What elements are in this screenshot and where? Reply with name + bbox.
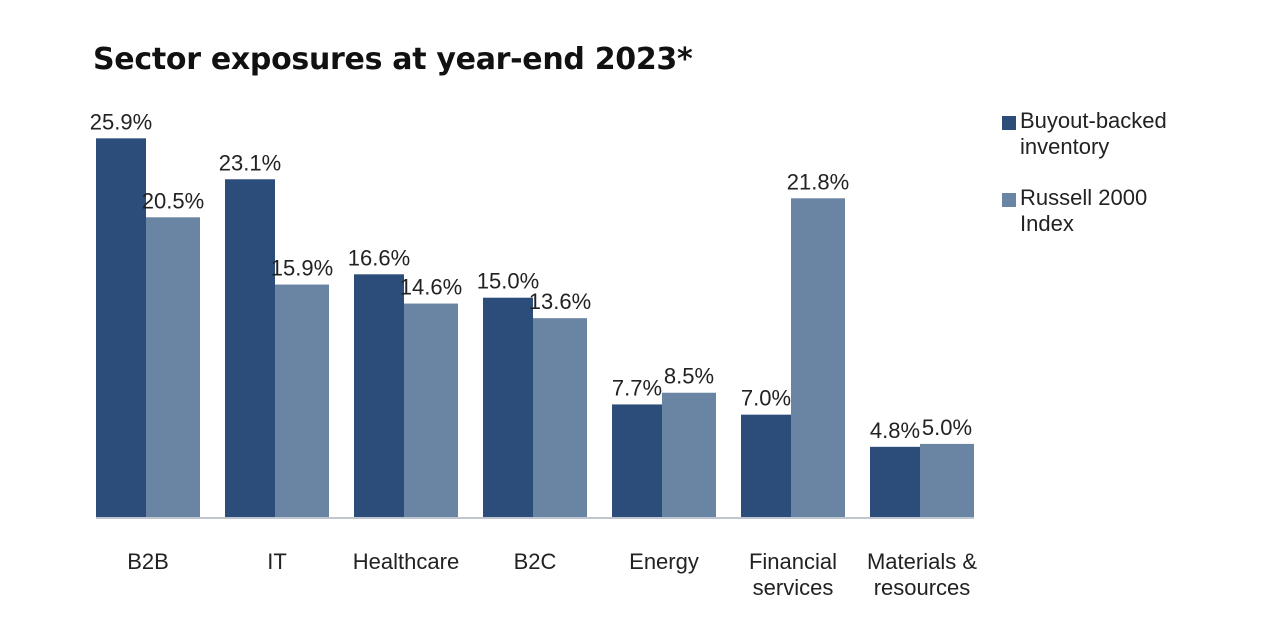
bar-buyout-4 [612,404,662,517]
legend-label-buyout-line0: Buyout-backed [1020,108,1167,133]
bar-russell-5 [791,198,845,517]
bar-buyout-2 [354,274,404,517]
legend-label-russell-line0: Russell 2000 [1020,185,1147,210]
bar-buyout-6 [870,446,920,517]
bar-russell-0 [146,217,200,518]
data-label-buyout-1: 23.1% [219,150,281,175]
category-label-6-line1: resources [874,575,971,600]
bar-russell-4 [662,392,716,517]
bar-buyout-1 [225,179,275,517]
bar-buyout-0 [96,138,146,518]
data-label-russell-6: 5.0% [922,415,972,440]
bar-russell-3 [533,318,587,517]
legend-swatch-buyout [1002,116,1016,130]
category-label-1: IT [267,549,287,574]
legend-label-russell-line1: Index [1020,211,1074,236]
category-label-0: B2B [127,549,169,574]
bar-russell-2 [404,303,458,517]
category-label-4: Energy [629,549,699,574]
data-label-buyout-3: 15.0% [477,269,539,294]
bar-buyout-5 [741,414,791,517]
category-label-5-line0: Financial [749,549,837,574]
data-label-buyout-5: 7.0% [741,386,791,411]
data-label-russell-0: 20.5% [142,188,204,213]
bar-russell-6 [920,443,974,517]
data-label-buyout-4: 7.7% [612,375,662,400]
chart-title: Sector exposures at year-end 2023* [93,42,693,77]
data-label-russell-5: 21.8% [787,169,849,194]
category-label-6-line0: Materials & [867,549,977,574]
data-label-russell-2: 14.6% [400,275,462,300]
data-label-buyout-0: 25.9% [90,109,152,134]
bar-russell-1 [275,284,329,517]
data-label-russell-1: 15.9% [271,256,333,281]
category-label-3: B2C [514,549,557,574]
data-label-buyout-2: 16.6% [348,245,410,270]
data-label-russell-3: 13.6% [529,289,591,314]
category-label-2: Healthcare [353,549,459,574]
legend-swatch-russell [1002,193,1016,207]
data-label-russell-4: 8.5% [664,364,714,389]
data-label-buyout-6: 4.8% [870,418,920,443]
category-label-5-line1: services [753,575,834,600]
legend-label-buyout-line1: inventory [1020,134,1109,159]
bar-buyout-3 [483,297,533,517]
